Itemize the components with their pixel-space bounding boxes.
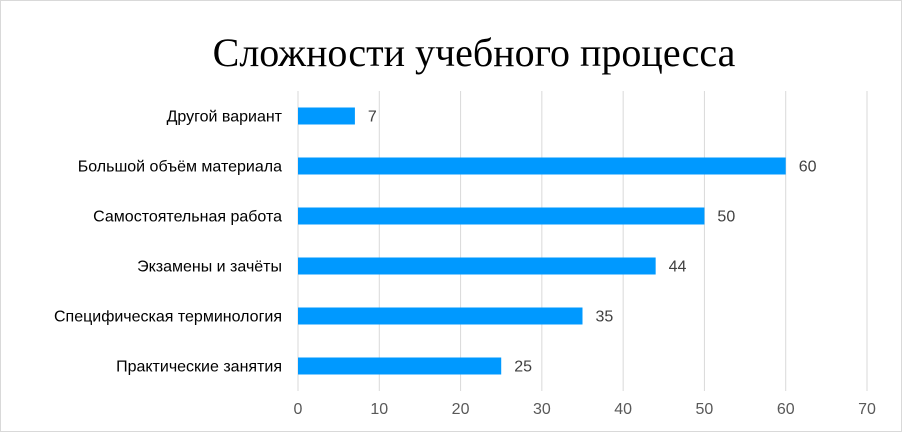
- bar: [298, 157, 786, 175]
- bars: [298, 107, 786, 375]
- bar: [298, 257, 656, 275]
- category-label: Самостоятельная работа: [93, 209, 282, 226]
- category-label: Экзамены и зачёты: [137, 259, 282, 276]
- x-tick-label: 30: [533, 401, 551, 418]
- value-label: 25: [514, 359, 532, 376]
- category-label: Другой вариант: [167, 109, 283, 126]
- category-label: Специфическая терминология: [54, 309, 282, 326]
- bar: [298, 357, 502, 375]
- value-label: 60: [799, 159, 817, 176]
- x-tick-label: 60: [777, 401, 795, 418]
- gridlines: [297, 91, 868, 391]
- x-tick-label: 20: [452, 401, 470, 418]
- x-tick-label: 40: [614, 401, 632, 418]
- category-label: Практические занятия: [116, 359, 282, 376]
- category-label: Большой объём материала: [78, 159, 282, 176]
- labels: 0 10 20 30 40 50 60 70 Другой вариант 7 Большой об…: [54, 109, 876, 419]
- value-label: 44: [669, 259, 687, 276]
- value-label: 35: [596, 309, 614, 326]
- bar: [298, 107, 355, 125]
- bar: [298, 207, 705, 225]
- chart-title: Сложности учебного процесса: [212, 30, 736, 75]
- x-tick-label: 10: [370, 401, 388, 418]
- bar: [298, 307, 583, 325]
- x-tick-label: 70: [858, 401, 876, 418]
- x-tick-label: 0: [294, 401, 303, 418]
- value-label: 50: [717, 209, 735, 226]
- value-label: 7: [368, 109, 377, 126]
- x-tick-label: 50: [696, 401, 714, 418]
